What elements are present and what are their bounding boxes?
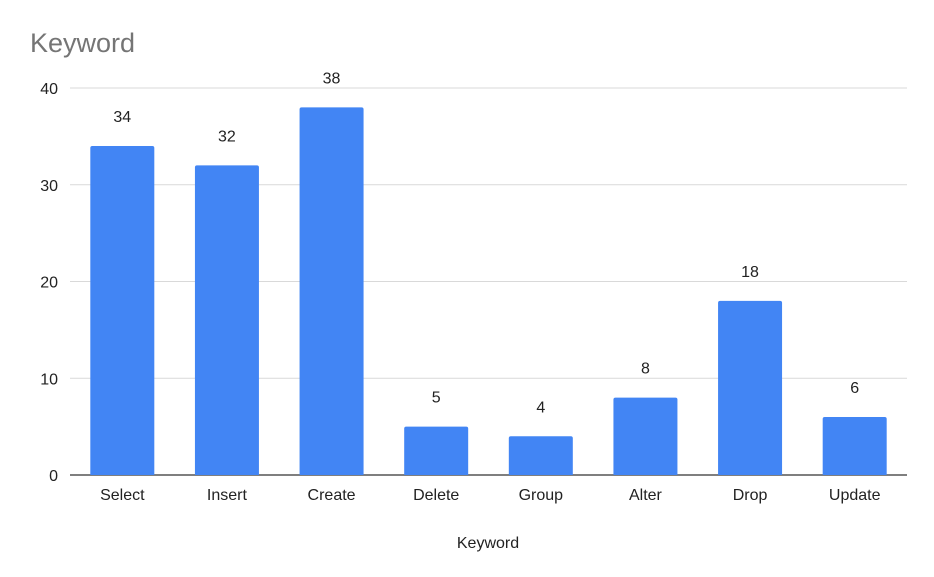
x-axis-ticks: Select Insert Create Delete Group Alter Drop Up… [100,487,881,504]
x-tick-label: Group [519,487,564,504]
bar-insert [194,165,259,475]
y-tick-label: 0 [49,468,58,485]
bar-update [822,416,887,475]
bar-delete [404,426,469,475]
data-label: 5 [432,390,441,407]
x-tick-label: Insert [207,487,248,504]
bar-group [508,436,573,475]
y-tick-label: 30 [40,178,58,195]
data-labels: 34 32 38 5 4 8 18 6 [113,70,859,416]
data-label: 34 [113,109,131,126]
data-label: 6 [850,380,859,397]
bar-drop [718,300,783,475]
x-tick-label: Update [829,487,881,504]
data-label: 4 [536,399,545,416]
y-tick-label: 20 [40,275,58,292]
x-tick-label: Alter [629,487,663,504]
x-tick-label: Select [100,487,145,504]
y-tick-label: 10 [40,371,58,388]
data-label: 8 [641,361,650,378]
x-tick-label: Delete [413,487,459,504]
data-label: 38 [323,70,341,87]
x-tick-label: Create [308,487,356,504]
bar-select [90,146,155,476]
bars [90,107,887,476]
data-label: 32 [218,128,236,145]
chart-title: Keyword [30,28,135,58]
bar-alter [613,397,678,475]
bar-create [299,107,364,475]
x-axis-title: Keyword [457,535,519,552]
x-tick-label: Drop [733,487,768,504]
data-label: 18 [741,264,759,281]
y-tick-label: 40 [40,81,58,98]
